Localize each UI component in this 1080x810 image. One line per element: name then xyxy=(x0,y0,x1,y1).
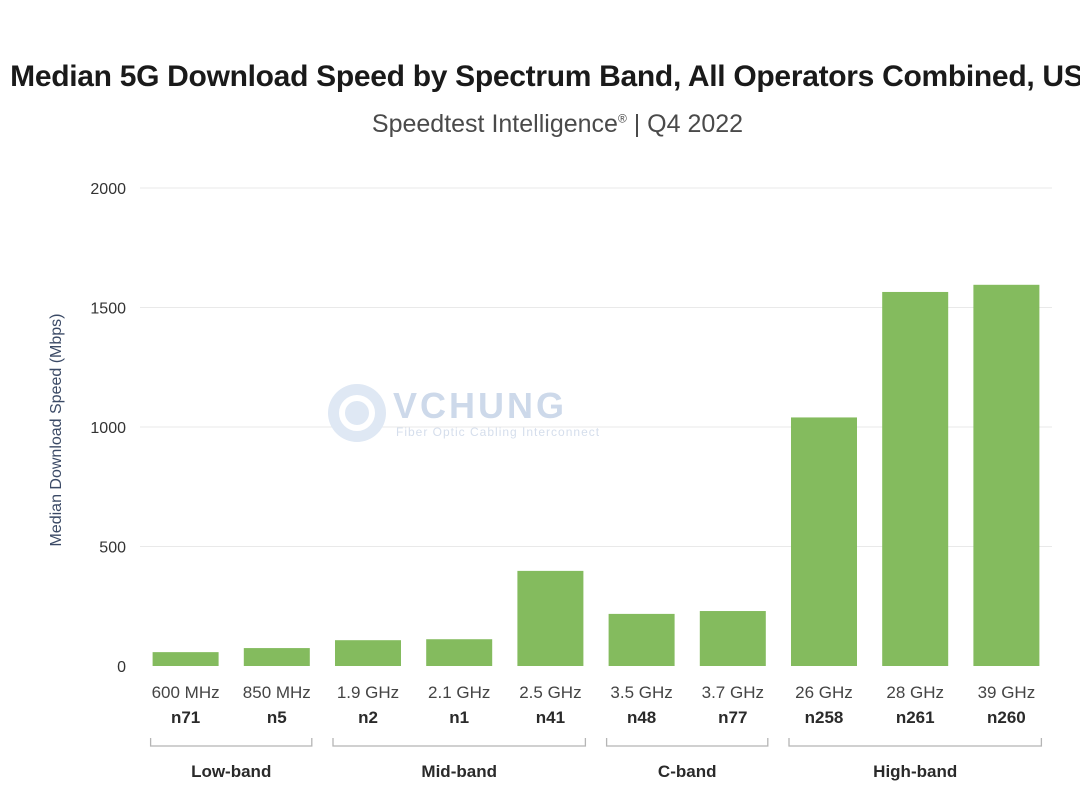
subtitle-rest: | Q4 2022 xyxy=(626,110,744,138)
x-band-code-label: n258 xyxy=(805,708,844,727)
bar xyxy=(426,639,493,666)
bar xyxy=(608,613,675,666)
x-band-code-label: n2 xyxy=(358,708,378,727)
x-band-code-label: n260 xyxy=(987,708,1026,727)
bar xyxy=(882,291,949,666)
bar xyxy=(973,284,1040,666)
watermark-name: VCHUNG xyxy=(393,385,567,426)
y-tick-label: 0 xyxy=(117,659,126,676)
bar xyxy=(699,611,766,666)
x-category-label: 28 GHz xyxy=(886,683,944,702)
watermark-tagline: Fiber Optic Cabling Interconnect xyxy=(396,425,600,439)
x-category-label: 2.5 GHz xyxy=(519,683,581,702)
bar xyxy=(243,648,310,666)
x-band-code-label: n261 xyxy=(896,708,935,727)
x-category-label: 3.7 GHz xyxy=(702,683,764,702)
x-labels: 600 MHz n71 850 MHz n5 1.9 GHz n2 2.1 GHz n1 2.5… xyxy=(152,683,1036,727)
bars xyxy=(152,284,1040,666)
y-tick-label: 500 xyxy=(99,540,126,557)
x-category-label: 850 MHz xyxy=(243,683,311,702)
bar xyxy=(791,417,857,666)
x-band-code-label: n1 xyxy=(449,708,469,727)
y-tick-label: 2000 xyxy=(90,181,126,198)
group-bracket xyxy=(332,738,587,747)
y-tick-label: 1500 xyxy=(90,301,126,318)
y-ticks: 0 500 1000 1500 2000 xyxy=(90,181,126,676)
x-band-code-label: n5 xyxy=(267,708,287,727)
subtitle-main: Speedtest Intelligence xyxy=(371,110,618,138)
group-bracket xyxy=(605,738,769,747)
group-label: C-band xyxy=(658,762,717,781)
registered-mark: ® xyxy=(617,111,627,126)
x-category-label: 39 GHz xyxy=(978,683,1036,702)
watermark-logo-ring xyxy=(339,395,375,431)
group-label: Mid-band xyxy=(421,762,497,781)
group-bracket xyxy=(788,738,1043,747)
y-tick-label: 1000 xyxy=(90,420,126,437)
chart-title: Median 5G Download Speed by Spectrum Ban… xyxy=(10,60,1080,93)
x-band-code-label: n71 xyxy=(171,708,200,727)
group-bracket xyxy=(149,738,313,747)
x-category-label: 600 MHz xyxy=(152,683,220,702)
group-label: High-band xyxy=(873,762,957,781)
bar xyxy=(517,570,584,666)
bar xyxy=(335,640,401,666)
x-category-label: 2.1 GHz xyxy=(428,683,490,702)
band-groups: Low-band Mid-band C-band High-band xyxy=(149,738,1043,781)
x-band-code-label: n48 xyxy=(627,708,656,727)
x-category-label: 3.5 GHz xyxy=(610,683,672,702)
bar xyxy=(152,652,219,666)
x-band-code-label: n77 xyxy=(718,708,747,727)
chart-subtitle: Speedtest Intelligence® | Q4 2022 xyxy=(0,110,1080,139)
group-label: Low-band xyxy=(191,762,271,781)
x-category-label: 26 GHz xyxy=(795,683,853,702)
x-band-code-label: n41 xyxy=(536,708,565,727)
vchung-watermark: VCHUNG Fiber Optic Cabling Interconnect xyxy=(328,384,600,442)
x-category-label: 1.9 GHz xyxy=(337,683,399,702)
watermark-logo-circle xyxy=(328,384,386,442)
